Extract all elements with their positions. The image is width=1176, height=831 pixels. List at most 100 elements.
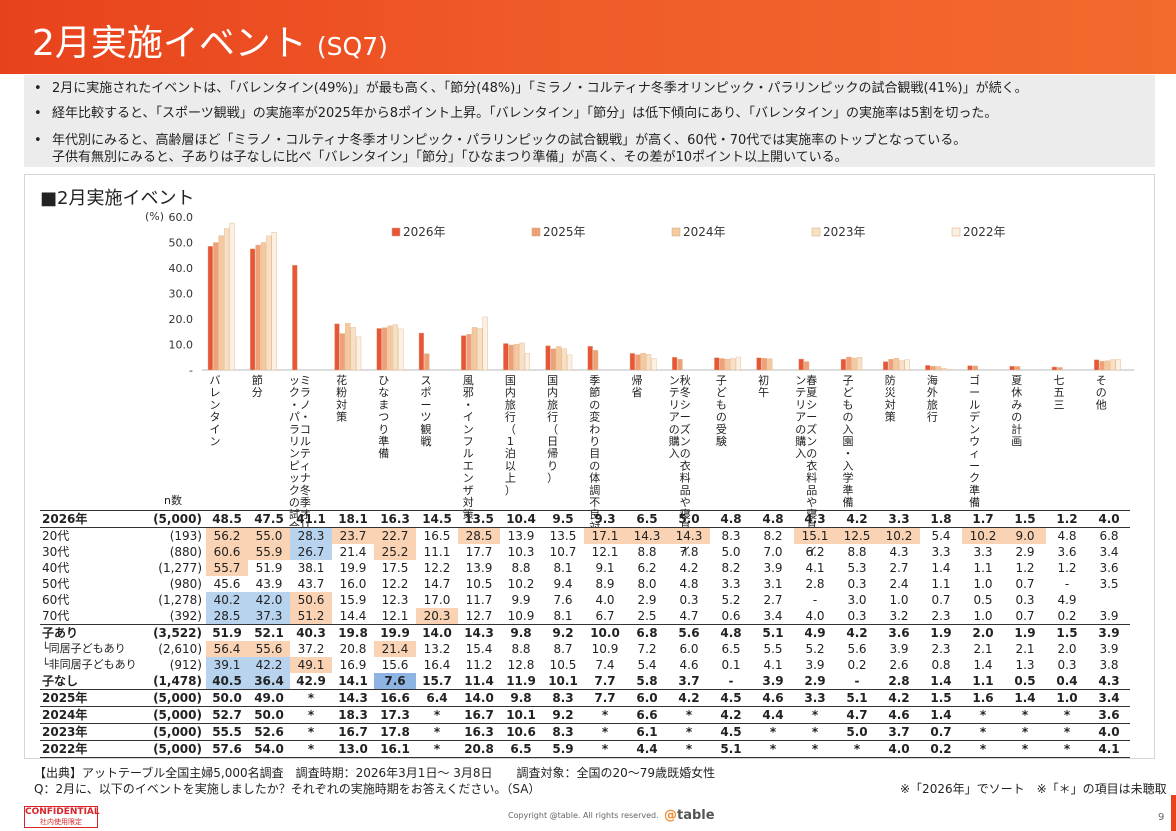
table-cell: 15.4 (465, 642, 493, 656)
table-cell: * (752, 723, 794, 741)
table-cell: 0.7 (931, 593, 951, 607)
table-cell: 1.4 (931, 561, 951, 575)
table-cell: 16.3 (458, 723, 500, 741)
row-n: (392) (140, 608, 206, 625)
table-cell: 55.7 (206, 560, 248, 576)
table-cell: 4.9 (1057, 593, 1077, 607)
table-cell: 1.0 (962, 608, 1004, 625)
table-cell: 0.1 (721, 658, 741, 672)
table-cell: 1.0 (1046, 689, 1088, 707)
table-cell: 7.7 (584, 689, 626, 707)
table-row: 2026年 (5,000) 48.5 47.5 41.1 18.1 16.3 14.5 13.5… (40, 510, 1130, 528)
table-cell: 0.2 (920, 740, 962, 758)
row-n: (980) (169, 577, 202, 591)
table-cell: 4.0 (1088, 510, 1130, 528)
table-cell: 0.3 (847, 577, 867, 591)
table-cell: 36.4 (248, 673, 290, 690)
table-cell: 9.8 (500, 689, 542, 707)
table-cell: - (812, 593, 818, 607)
table-cell: 4.3 (889, 545, 909, 559)
table-cell: 0.3 (836, 608, 878, 625)
table-cell: 0.6 (710, 608, 752, 625)
table-cell: 2.4 (889, 577, 909, 591)
table-cell: 7.6 (553, 593, 573, 607)
table-cell: 3.6 (888, 626, 910, 640)
table-cell: 14.3 (332, 689, 374, 707)
table-cell: 3.4 (1088, 689, 1130, 707)
row-label: 2023年 (40, 723, 140, 741)
table-row: 20代 (193) 56.2 55.0 28.3 23.7 22.7 16.5 28.5 13.9… (40, 527, 1130, 544)
table-cell: 0.7 (1015, 577, 1035, 591)
row-label: 子あり (42, 626, 79, 640)
table-cell: 16.4 (423, 658, 451, 672)
table-cell: 3.9 (1098, 626, 1120, 640)
table-cell: 1.0 (889, 593, 909, 607)
table-row: └同居子どもあり (2,610) 56.4 55.6 37.2 20.8 21.4 13.2 1… (40, 641, 1130, 657)
table-cell: 4.6 (679, 658, 699, 672)
page-subtitle: (SQ7) (316, 32, 388, 61)
table-cell: 8.1 (542, 608, 584, 625)
table-cell: 18.3 (332, 706, 374, 724)
table-cell: 26.7 (290, 544, 332, 560)
table-cell: 14.3 (668, 527, 710, 544)
table-cell: 8.2 (763, 529, 783, 543)
table-cell: 6.8 (1099, 529, 1119, 543)
table-cell: * (794, 706, 836, 724)
table-cell: 5.0 (836, 723, 878, 741)
table-cell: 4.6 (752, 689, 794, 707)
table-cell: 12.2 (381, 577, 409, 591)
table-cell: 48.5 (206, 510, 248, 528)
table-cell: 12.1 (374, 608, 416, 625)
table-cell: 22.7 (374, 527, 416, 544)
table-cell: * (1004, 723, 1046, 741)
table-cell: 3.9 (763, 561, 783, 575)
table-cell: * (1046, 706, 1088, 724)
table-cell: 5.1 (762, 626, 784, 640)
table-cell: 1.4 (920, 673, 962, 690)
table-cell: 1.5 (920, 689, 962, 707)
table-body: 2026年 (5,000) 48.5 47.5 41.1 18.1 16.3 14.5 13.5… (40, 510, 1130, 758)
table-cell: 8.8 (847, 545, 867, 559)
table-cell: 10.3 (507, 545, 535, 559)
table-cell: 1.2 (1015, 561, 1035, 575)
table-cell: 56.4 (206, 641, 248, 657)
table-cell: 3.4 (752, 608, 794, 625)
table-cell: 8.7 (553, 642, 573, 656)
summary-box: • 2月に実施されたイベントは、「バレンタイン(49%)」が最も高く、「節分(48… (24, 75, 1155, 167)
table-cell: 8.8 (637, 545, 657, 559)
table-cell: 6.2 (805, 545, 825, 559)
table-cell: 3.9 (1099, 642, 1119, 656)
table-row: 子なし (1,478) 40.5 36.4 42.9 14.1 7.6 15.7 11.4 11.… (40, 673, 1130, 690)
table-cell: 6.0 (626, 689, 668, 707)
table-cell: 19.8 (338, 626, 368, 640)
table-cell: 6.1 (626, 723, 668, 741)
table-cell: 2.3 (931, 642, 951, 656)
table-cell: 0.2 (1046, 608, 1088, 625)
table-cell: 7.8 (679, 545, 699, 559)
table-cell: 2.9 (794, 673, 836, 690)
table-cell: * (668, 706, 710, 724)
table-cell: 10.2 (878, 527, 920, 544)
table-cell: 50.0 (248, 706, 290, 724)
table-cell: 4.7 (668, 608, 710, 625)
table-cell: 4.2 (710, 706, 752, 724)
row-label: 50代 (42, 577, 70, 591)
table-cell: 37.3 (248, 608, 290, 625)
table-cell: 8.2 (721, 561, 741, 575)
table-cell: 4.6 (878, 706, 920, 724)
table-cell: 5.2 (805, 642, 825, 656)
table-row: 2024年 (5,000) 52.7 50.0 * 18.3 17.3 * 16.7 10.1 9.… (40, 706, 1130, 724)
table-cell: 10.1 (500, 706, 542, 724)
table-cell: * (962, 723, 1004, 741)
table-cell: 9.0 (1004, 527, 1046, 544)
table-cell: 13.5 (458, 510, 500, 528)
table-cell: 4.2 (668, 689, 710, 707)
table-cell: 10.7 (549, 545, 577, 559)
table-cell: 55.0 (248, 527, 290, 544)
table-row: 2025年 (5,000) 50.0 49.0 * 14.3 16.6 6.4 14.0 9.8 8… (40, 689, 1130, 707)
row-label: └同居子どもあり (42, 642, 126, 655)
table-cell: 8.3 (542, 723, 584, 741)
table-cell: 4.7 (836, 706, 878, 724)
table-cell: 12.2 (423, 561, 451, 575)
table-cell: 12.8 (507, 658, 535, 672)
